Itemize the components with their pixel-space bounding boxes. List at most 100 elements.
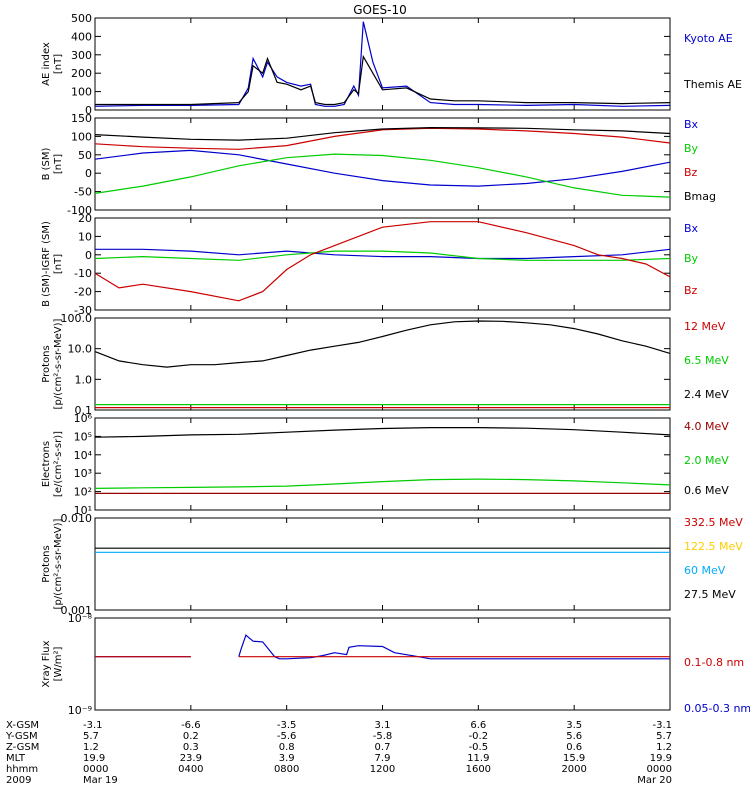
y-tick-label: 0.010	[61, 512, 93, 525]
legend-label: Themis AE	[683, 78, 742, 91]
legend-label: Kyoto AE	[684, 32, 733, 45]
panel-1: 0 100 200 300 400 500 AE index[nT] Kyoto AE Them…	[41, 12, 742, 117]
y-tick-label: 20	[78, 212, 92, 225]
orbit-cell: 0.6	[566, 742, 582, 753]
orbit-cell: 6.6	[470, 720, 486, 731]
y-tick-label: 10⁻⁹	[68, 704, 92, 717]
legend-label: 0.6 MeV	[684, 484, 729, 497]
y-axis-label-line: [nT]	[53, 154, 64, 174]
orbit-cell: 3.1	[375, 720, 391, 731]
orbit-cell: 0.3	[183, 742, 199, 753]
y-axis-label-line: [p/(cm²-s-sr-MeV)]	[53, 518, 64, 609]
legend-label: 12 MeV	[684, 320, 726, 333]
y-axis-label-line: [nT]	[53, 54, 64, 74]
panel-3: -30 -20 -10 0 10 20 B (SM)-IGRF (SM)[nT] Bx By Bz	[41, 212, 699, 317]
panel-frame	[94, 417, 671, 511]
panel-4: 0.11.010.0100.0Protons[p/(cm²-s-sr-MeV)]…	[41, 312, 729, 417]
panel-frame	[94, 117, 671, 211]
orbit-cell: -0.2	[469, 731, 489, 742]
panel-frame	[94, 317, 671, 411]
orbit-cell: 19.9	[650, 753, 672, 764]
y-axis-label: B (SM)[nT]	[41, 147, 64, 180]
y-tick-label: 500	[71, 12, 92, 25]
orbit-cell: Mar 19	[83, 775, 118, 786]
legend-label: Bx	[684, 222, 699, 235]
y-axis-label: Protons[p/(cm²-s-sr-MeV)]	[41, 518, 64, 609]
y-tick-label: 400	[71, 30, 92, 43]
y-tick-label: 300	[71, 49, 92, 62]
y-tick-label: -30	[74, 304, 92, 317]
legend-label: 2.0 MeV	[684, 454, 729, 467]
legend-label: Bx	[684, 118, 699, 131]
y-tick-label: 0.1	[75, 404, 93, 417]
orbit-cell: 0000	[83, 764, 108, 775]
legend-label: Bmag	[684, 190, 716, 203]
y-axis-label-line: Electrons	[41, 441, 52, 487]
y-tick-label: -100	[67, 204, 92, 217]
orbit-cell: Mar 20	[637, 775, 672, 786]
orbit-cell: 1.2	[83, 742, 99, 753]
orbit-cell: -0.5	[469, 742, 489, 753]
orbit-cell: 23.9	[180, 753, 202, 764]
y-tick-label: 0	[85, 104, 92, 117]
orbit-row-label: Y-GSM	[5, 731, 38, 742]
y-axis-label: Electrons[e/(cm²-s-sr)]	[41, 431, 64, 497]
orbit-cell: -3.5	[277, 720, 297, 731]
series-Kyoto-AE	[94, 21, 671, 107]
panel-frame	[94, 217, 671, 311]
y-tick-label: 10.0	[68, 343, 93, 356]
panel-5: 10¹ 10² 10³ 10⁴ 10⁵ 10⁶ Electrons[e/(cm²-s-sr)…	[41, 412, 729, 517]
legend-label: 0.05-0.3 nm	[684, 702, 750, 715]
y-tick-label: 0.001	[61, 604, 93, 617]
orbit-table: X-GSM -3.1 -6.6 -3.5 3.1 6.6 3.5 -3.1 Y-GSM 5.7 0.…	[5, 720, 672, 786]
orbit-row-label: X-GSM	[6, 720, 39, 731]
y-tick-label: 200	[71, 67, 92, 80]
orbit-row-label: hhmm	[6, 764, 38, 775]
legend-label: By	[684, 252, 699, 265]
orbit-cell: 0.7	[375, 742, 391, 753]
y-tick-label: 0	[85, 249, 92, 262]
orbit-cell: -3.1	[83, 720, 103, 731]
orbit-cell: 0800	[274, 764, 299, 775]
panel-7: 10⁻⁹ 10⁻⁸ Xray Flux[W/m²] 0.1-0.8 nm 0.05-0.…	[41, 612, 750, 717]
series-Bx	[94, 149, 671, 187]
y-tick-label: 10²	[74, 486, 92, 499]
orbit-cell: 0.8	[279, 742, 295, 753]
y-tick-label: 10⁵	[74, 430, 92, 443]
legend-label: Bz	[684, 166, 698, 179]
legend-label: 6.5 MeV	[684, 354, 729, 367]
orbit-cell: 5.7	[656, 731, 672, 742]
y-axis-label: B (SM)-IGRF (SM)[nT]	[41, 221, 64, 307]
y-axis-label-line: [e/(cm²-s-sr)]	[53, 431, 64, 497]
y-tick-label: 10⁻⁸	[68, 612, 93, 625]
orbit-cell: 19.9	[83, 753, 105, 764]
series-Themis-AE	[95, 54, 671, 106]
orbit-cell: 0400	[178, 764, 203, 775]
orbit-cell: -5.6	[277, 731, 297, 742]
orbit-row-label: MLT	[6, 753, 26, 764]
series-2.0-MeV	[94, 478, 671, 489]
y-axis-label-line: B (SM)-IGRF (SM)	[41, 221, 52, 307]
y-tick-label: -50	[74, 186, 92, 199]
y-axis-label: Xray Flux[W/m²]	[41, 640, 64, 687]
y-tick-label: 0	[85, 167, 92, 180]
orbit-cell: 5.7	[83, 731, 99, 742]
y-tick-label: 150	[71, 112, 92, 125]
orbit-row-label: 2009	[6, 775, 31, 786]
y-tick-label: 100.0	[61, 312, 93, 325]
series-Bz	[94, 221, 671, 302]
y-axis-label: AE index[nT]	[41, 42, 64, 86]
y-tick-label: 50	[78, 149, 92, 162]
orbit-cell: 1200	[370, 764, 395, 775]
y-axis-label-line: [p/(cm²-s-sr-MeV)]	[53, 318, 64, 409]
legend-label: 332.5 MeV	[684, 516, 743, 529]
legend-label: 0.1-0.8 nm	[684, 656, 744, 669]
orbit-row-label: Z-GSM	[6, 742, 39, 753]
orbit-cell: 1.2	[656, 742, 672, 753]
figure-title: GOES-10	[353, 3, 407, 17]
y-tick-label: -20	[74, 286, 92, 299]
legend-label: 122.5 MeV	[684, 540, 743, 553]
y-axis-label-line: AE index	[41, 42, 52, 86]
y-axis-label-line: Xray Flux	[41, 640, 52, 687]
